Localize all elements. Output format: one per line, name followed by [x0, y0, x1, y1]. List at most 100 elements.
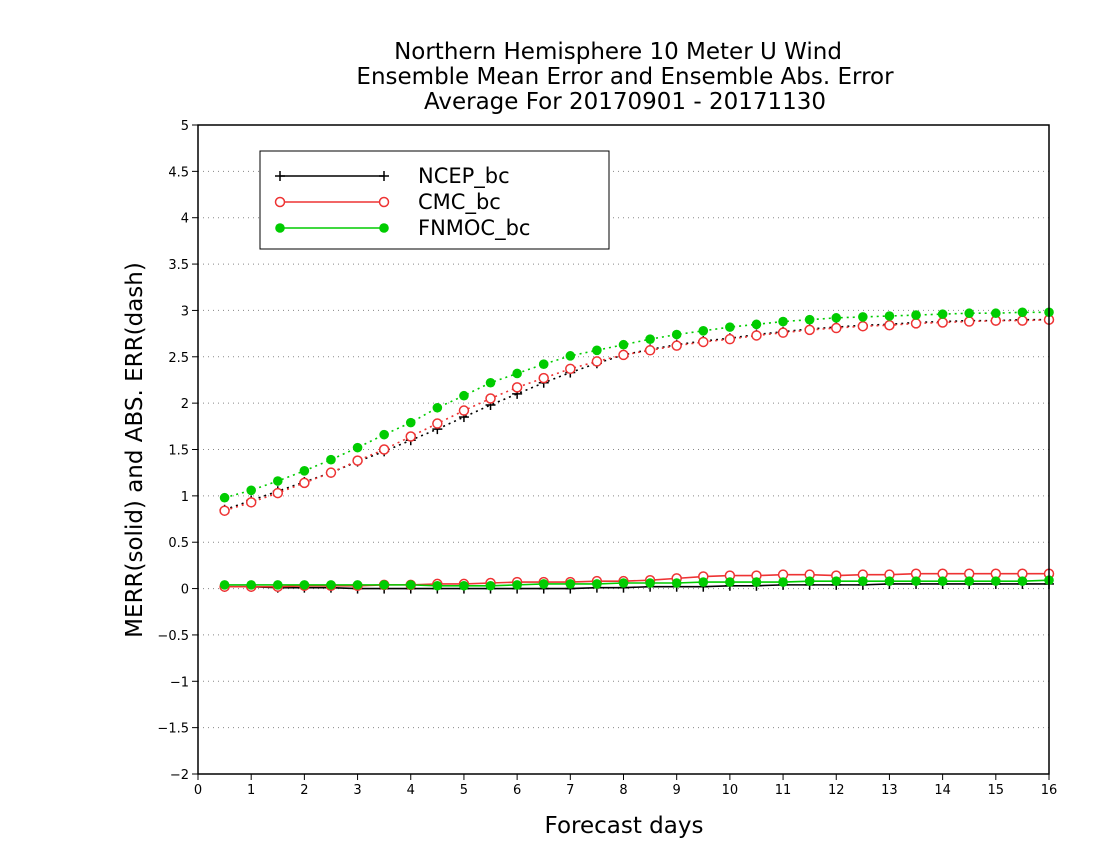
- y-tick-label: −1: [170, 675, 189, 690]
- y-tick-label: 0.5: [168, 536, 189, 551]
- data-point-fnmoc-bc-abs-error: [485, 377, 496, 388]
- data-point-cmc-bc-abs-error: [378, 444, 390, 455]
- data-point-cmc-bc-abs-error: [831, 322, 842, 334]
- data-point-fnmoc-bc-mean-error: [459, 580, 469, 591]
- data-point-cmc-bc-abs-error: [1017, 315, 1028, 326]
- data-point-fnmoc-bc-mean-error: [804, 576, 815, 586]
- data-point-fnmoc-bc-mean-error: [272, 580, 283, 590]
- data-point-fnmoc-bc-mean-error: [352, 580, 363, 590]
- data-point-fnmoc-bc-mean-error: [645, 578, 655, 588]
- data-point-cmc-bc-abs-error: [299, 477, 310, 489]
- data-point-cmc-bc-abs-error: [963, 316, 975, 327]
- y-tick-label: 4.5: [168, 165, 189, 180]
- data-point-fnmoc-bc-abs-error: [272, 476, 283, 486]
- data-point-fnmoc-bc-abs-error: [299, 466, 310, 476]
- data-point-cmc-bc-abs-error: [352, 455, 363, 466]
- data-point-fnmoc-bc-mean-error: [379, 580, 389, 590]
- data-point-cmc-bc-abs-error: [432, 418, 443, 429]
- data-point-fnmoc-bc-abs-error: [592, 345, 602, 356]
- grid: [198, 170, 1049, 729]
- data-point-fnmoc-bc-abs-error: [512, 368, 522, 379]
- series-line-ncep-bc-abs-error: [224, 318, 1049, 511]
- data-point-cmc-bc-abs-error: [405, 431, 416, 442]
- y-axis-label: MERR(solid) and ABS. ERR(dash): [122, 262, 148, 638]
- x-tick-label: 14: [934, 783, 951, 798]
- y-tick-label: 4: [181, 212, 189, 227]
- data-point-cmc-bc-abs-error: [219, 505, 230, 516]
- data-point-cmc-bc-abs-error: [724, 333, 736, 345]
- x-tick-label: 11: [775, 783, 792, 798]
- data-point-cmc-bc-abs-error: [325, 467, 337, 478]
- legend-box: [259, 150, 610, 250]
- data-point-cmc-bc-abs-error: [458, 405, 470, 416]
- data-point-fnmoc-bc-abs-error: [698, 326, 709, 336]
- data-point-cmc-bc-abs-error: [937, 317, 948, 328]
- data-point-cmc-bc-abs-error: [698, 336, 709, 348]
- legend-marker-ncep-bc: [275, 171, 285, 181]
- x-axis: 0 1 2 3 4 5 6 7 8 9 10 11 12 13 14 15 16: [194, 774, 1057, 798]
- data-point-fnmoc-bc-mean-error: [778, 577, 788, 587]
- data-point-cmc-bc-abs-error: [272, 487, 284, 499]
- data-point-fnmoc-bc-mean-error: [618, 578, 629, 588]
- y-tick-label: −0.5: [157, 629, 189, 644]
- data-point-fnmoc-bc-abs-error: [937, 309, 948, 319]
- data-point-cmc-bc-abs-error: [618, 349, 629, 361]
- data-point-cmc-bc-abs-error: [751, 330, 762, 341]
- x-tick-label: 7: [566, 783, 574, 798]
- y-tick-label: 0: [181, 583, 189, 598]
- data-point-fnmoc-bc-abs-error: [991, 308, 1001, 319]
- x-tick-label: 13: [881, 783, 898, 798]
- legend-marker-ncep-bc: [379, 171, 389, 181]
- data-point-fnmoc-bc-mean-error: [991, 576, 1001, 586]
- x-tick-label: 10: [722, 783, 739, 798]
- x-tick-label: 12: [828, 783, 845, 798]
- data-point-fnmoc-bc-mean-error: [405, 580, 416, 590]
- legend-label-ncep-bc: NCEP_bc: [418, 164, 510, 189]
- data-point-fnmoc-bc-abs-error: [219, 492, 230, 503]
- data-point-cmc-bc-abs-error: [511, 382, 523, 393]
- data-point-fnmoc-bc-mean-error: [565, 579, 576, 589]
- x-tick-label: 2: [300, 783, 308, 798]
- data-point-fnmoc-bc-mean-error: [858, 576, 868, 586]
- data-point-fnmoc-bc-mean-error: [911, 576, 921, 586]
- data-point-fnmoc-bc-abs-error: [778, 316, 788, 327]
- y-tick-label: 2: [181, 397, 189, 412]
- x-axis-label: Forecast days: [545, 813, 704, 839]
- data-point-fnmoc-bc-mean-error: [884, 576, 895, 586]
- y-tick-label: 3: [181, 304, 189, 319]
- x-tick-label: 9: [673, 783, 681, 798]
- legend-marker-cmc-bc: [378, 196, 390, 208]
- y-tick-label: 3.5: [168, 258, 189, 273]
- x-tick-label: 1: [247, 783, 255, 798]
- data-point-fnmoc-bc-abs-error: [565, 351, 576, 361]
- legend-marker-fnmoc-bc: [379, 223, 389, 233]
- x-tick-label: 3: [353, 783, 361, 798]
- legend-label-fnmoc-bc: FNMOC_bc: [418, 216, 530, 241]
- data-point-cmc-bc-abs-error: [644, 345, 656, 356]
- legend-marker-cmc-bc: [274, 196, 286, 208]
- series-line-fnmoc-bc-abs-error: [224, 311, 1049, 499]
- data-point-cmc-bc-abs-error: [910, 318, 922, 329]
- data-point-cmc-bc-abs-error: [777, 327, 789, 338]
- data-point-fnmoc-bc-mean-error: [831, 576, 842, 586]
- chart-title: Northern Hemisphere 10 Meter U Wind Ense…: [356, 39, 894, 115]
- data-point-fnmoc-bc-mean-error: [485, 580, 496, 591]
- data-point-fnmoc-bc-mean-error: [937, 576, 948, 586]
- data-point-fnmoc-bc-abs-error: [246, 485, 256, 496]
- y-tick-label: 1.5: [168, 444, 189, 459]
- data-point-fnmoc-bc-mean-error: [698, 577, 709, 587]
- data-point-fnmoc-bc-abs-error: [858, 312, 868, 322]
- data-point-fnmoc-bc-abs-error: [352, 442, 363, 453]
- data-point-cmc-bc-abs-error: [884, 320, 895, 331]
- data-point-cmc-bc-abs-error: [857, 320, 869, 332]
- series-line-cmc-bc-abs-error: [224, 318, 1050, 512]
- data-point-fnmoc-bc-abs-error: [432, 402, 443, 413]
- data-point-fnmoc-bc-mean-error: [1017, 576, 1028, 586]
- x-tick-label: 4: [407, 783, 415, 798]
- data-point-fnmoc-bc-abs-error: [379, 429, 389, 440]
- data-point-fnmoc-bc-abs-error: [645, 334, 655, 344]
- data-point-fnmoc-bc-mean-error: [246, 580, 256, 590]
- data-point-fnmoc-bc-mean-error: [538, 579, 549, 589]
